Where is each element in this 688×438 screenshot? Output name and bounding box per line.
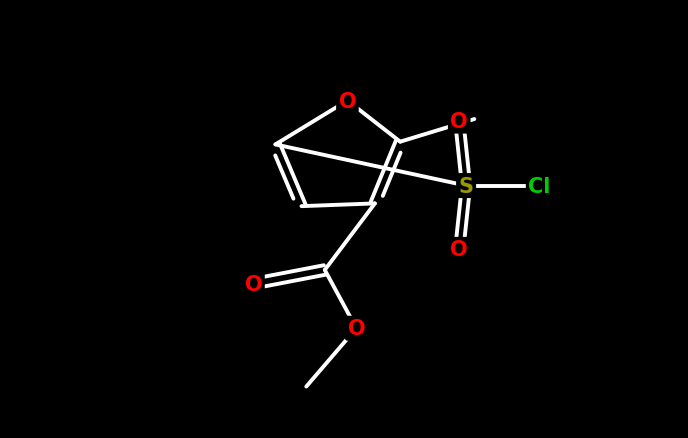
Text: O: O <box>451 240 468 260</box>
Text: O: O <box>245 274 262 294</box>
Text: S: S <box>459 176 473 196</box>
Text: Cl: Cl <box>528 176 550 196</box>
Text: O: O <box>347 318 365 339</box>
Text: O: O <box>338 91 356 111</box>
Text: O: O <box>451 112 468 132</box>
